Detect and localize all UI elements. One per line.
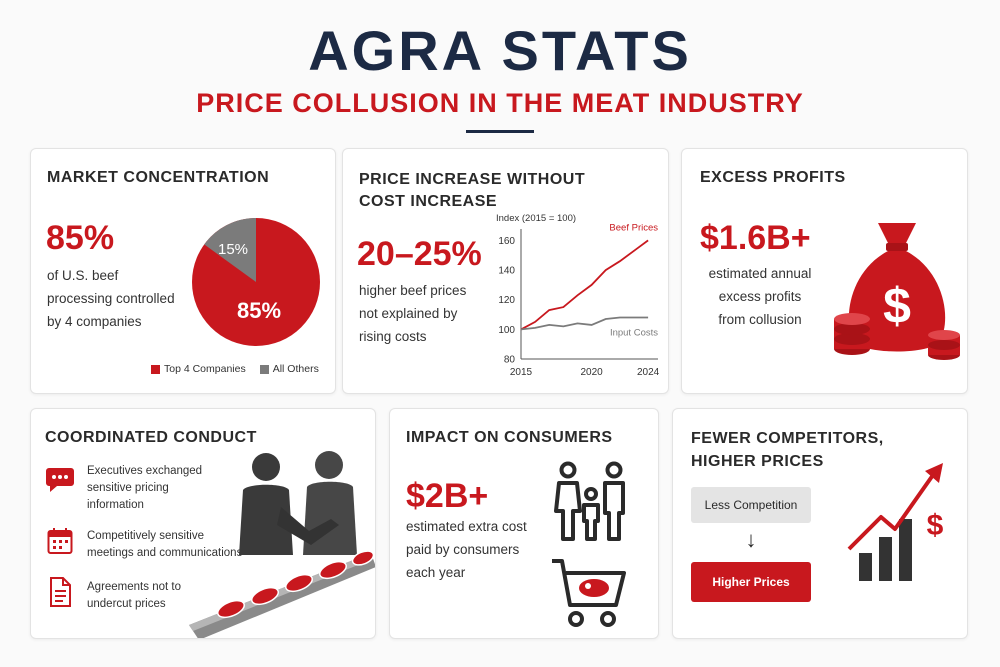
steak-icons bbox=[217, 550, 375, 619]
person-left-silhouette bbox=[239, 453, 293, 555]
coordinated-conduct-card: COORDINATED CONDUCT Executives exchanged… bbox=[30, 408, 376, 639]
coin-stack-right bbox=[928, 330, 960, 360]
consumers-desc: estimated extra cost paid by consumers e… bbox=[406, 519, 527, 580]
page-title: AGRA STATS bbox=[308, 19, 692, 82]
impact-consumers-card: IMPACT ON CONSUMERS $2B+ estimated extra… bbox=[389, 408, 659, 639]
price-desc: higher beef prices not explained by risi… bbox=[359, 283, 467, 344]
x-tick-label: 2015 bbox=[510, 367, 533, 378]
rising-bars-icon: $ bbox=[847, 463, 944, 581]
legend-swatch-others bbox=[259, 364, 269, 374]
less-competition-box: Less Competition bbox=[691, 487, 811, 523]
coin-stack-left bbox=[834, 313, 870, 355]
money-bag-symbol: $ bbox=[883, 278, 911, 334]
legend-label-others: All Others bbox=[272, 363, 319, 375]
excess-profits-card: EXCESS PROFITS $1.6B+ estimated annual e… bbox=[681, 148, 968, 394]
flow-down-arrow: ↓ bbox=[745, 527, 757, 552]
cart-steak-icon bbox=[579, 579, 609, 597]
consumers-title: IMPACT ON CONSUMERS bbox=[406, 429, 613, 446]
series-line-input bbox=[520, 316, 649, 331]
price-title: PRICE INCREASE WITHOUT COST INCREASE bbox=[359, 171, 586, 210]
series-label-beef: Beef Prices bbox=[609, 222, 658, 233]
profits-title: EXCESS PROFITS bbox=[700, 169, 846, 186]
series-line-beef bbox=[520, 239, 649, 331]
profits-desc: estimated annual excess profits from col… bbox=[708, 266, 812, 327]
pie-legend: Top 4 Companies All Others bbox=[151, 363, 319, 375]
market-desc: of U.S. beef processing controlled by 4 … bbox=[47, 268, 175, 329]
price-stat: 20–25% bbox=[357, 235, 482, 273]
pie-slice-others bbox=[204, 218, 256, 282]
handshake-conveyor-illustration bbox=[189, 451, 375, 638]
pie-label-top4: 85% bbox=[237, 298, 281, 323]
consumers-stat: $2B+ bbox=[406, 477, 489, 515]
higher-prices-box: Higher Prices bbox=[691, 562, 811, 602]
handshake-arms bbox=[277, 507, 339, 545]
y-tick-label: 120 bbox=[498, 295, 515, 306]
chat-bubble-icon bbox=[46, 468, 74, 492]
money-bag-icon: $ bbox=[834, 223, 960, 360]
conduct-title: COORDINATED CONDUCT bbox=[45, 429, 257, 446]
y-tick-label: 80 bbox=[504, 355, 516, 366]
family-icon bbox=[554, 461, 625, 541]
x-tick-label: 2020 bbox=[580, 367, 603, 378]
series-label-input: Input Costs bbox=[610, 327, 658, 338]
chart-title: Index (2015 = 100) bbox=[496, 213, 576, 224]
conduct-item-2: Competitively sensitive meetings and com… bbox=[87, 530, 243, 559]
conduct-item-3: Agreements not to undercut prices bbox=[87, 581, 181, 610]
legend-swatch-top4 bbox=[151, 364, 160, 374]
document-icon bbox=[50, 577, 71, 607]
shopping-cart-icon bbox=[552, 559, 626, 627]
y-tick-label: 140 bbox=[498, 266, 515, 277]
legend-label-top4: Top 4 Companies bbox=[164, 363, 246, 375]
profits-stat: $1.6B+ bbox=[700, 219, 811, 257]
price-increase-card: PRICE INCREASE WITHOUT COST INCREASE 20–… bbox=[342, 148, 669, 394]
market-pie-chart: 15% 85% bbox=[192, 218, 320, 346]
fewer-competitors-card: FEWER COMPETITORS, HIGHER PRICES Less Co… bbox=[672, 408, 968, 639]
price-line-chart: Index (2015 = 100) 80 100 120 140 160 2015 2020… bbox=[496, 213, 660, 378]
y-tick-label: 100 bbox=[498, 325, 515, 336]
dollar-sign-icon: $ bbox=[927, 509, 944, 542]
market-stat: 85% bbox=[46, 219, 115, 257]
calendar-icon bbox=[47, 528, 73, 554]
market-title: MARKET CONCENTRATION bbox=[47, 169, 270, 186]
y-tick-label: 160 bbox=[498, 236, 515, 247]
title-divider bbox=[466, 130, 534, 133]
x-tick-label: 2024 bbox=[637, 367, 660, 378]
competitors-title: FEWER COMPETITORS, HIGHER PRICES bbox=[691, 430, 884, 470]
market-concentration-card: MARKET CONCENTRATION 85% of U.S. beef pr… bbox=[30, 148, 336, 394]
pie-label-others: 15% bbox=[218, 241, 248, 258]
page-subtitle: PRICE COLLUSION IN THE MEAT INDUSTRY bbox=[196, 88, 804, 118]
conduct-item-1: Executives exchanged sensitive pricing i… bbox=[87, 465, 203, 511]
